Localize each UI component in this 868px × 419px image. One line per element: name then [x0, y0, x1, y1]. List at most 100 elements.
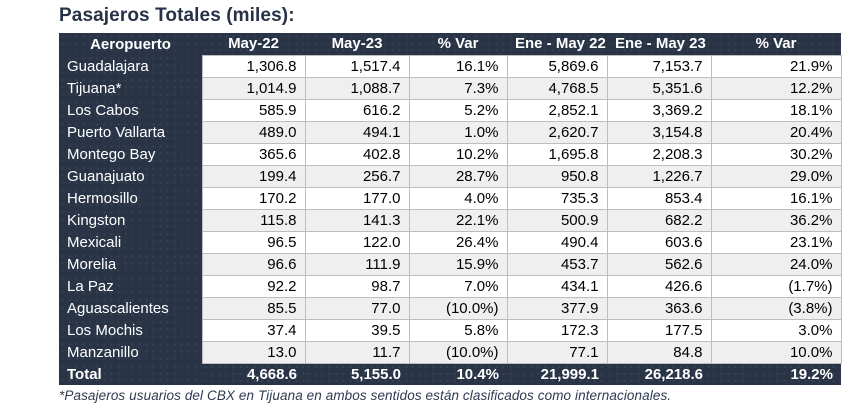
value-cell: 5.8% — [408, 318, 508, 342]
value-cell: 98.7 — [304, 274, 410, 298]
airport-name-cell: Guanajuato — [59, 165, 202, 187]
value-cell: 562.6 — [606, 252, 712, 276]
airport-name-cell: Kingston — [59, 209, 202, 231]
value-cell: 122.0 — [304, 230, 410, 254]
value-cell: 77.0 — [304, 296, 410, 320]
value-cell: 950.8 — [506, 164, 608, 188]
table-body: Guadalajara 1,306.8 1,517.4 16.1% 5,869.6 7,1… — [59, 54, 842, 364]
value-cell: 1,695.8 — [506, 142, 608, 166]
value-cell: 500.9 — [506, 208, 608, 232]
value-cell: 141.3 — [304, 208, 410, 232]
value-cell: 494.1 — [304, 120, 410, 144]
footnote: *Pasajeros usuarios del CBX en Tijuana e… — [59, 388, 672, 403]
total-value-cell: 19.2% — [711, 363, 841, 385]
value-cell: 29.0% — [710, 164, 842, 188]
airport-name-cell: Manzanillo — [59, 341, 202, 363]
table-row: Mexicali 96.5 122.0 26.4% 490.4 603.6 23.1% — [59, 230, 842, 254]
airport-name-cell: Los Cabos — [59, 99, 202, 121]
value-cell: 2,852.1 — [506, 98, 608, 122]
value-cell: 115.8 — [201, 208, 306, 232]
airport-name-cell: Puerto Vallarta — [59, 121, 202, 143]
value-cell: 3,369.2 — [606, 98, 712, 122]
column-header: Ene - May 23 — [607, 33, 711, 55]
airport-name-cell: Guadalajara — [59, 55, 202, 77]
total-row: Total 4,668.6 5,155.0 10.4% 21,999.1 26,218.6… — [59, 363, 841, 385]
value-cell: 111.9 — [304, 252, 410, 276]
total-value-cell: 21,999.1 — [507, 363, 607, 385]
value-cell: (10.0%) — [408, 296, 508, 320]
total-value-cell: 4,668.6 — [202, 363, 305, 385]
value-cell: 177.0 — [304, 186, 410, 210]
value-cell: 39.5 — [304, 318, 410, 342]
value-cell: 15.9% — [408, 252, 508, 276]
value-cell: 172.3 — [506, 318, 608, 342]
table-header: Aeropuerto May-22 May-23% Var Ene - May 22 E… — [59, 33, 841, 55]
value-cell: 22.1% — [408, 208, 508, 232]
value-cell: 11.7 — [304, 340, 410, 364]
total-label-cell: Total — [59, 363, 202, 385]
value-cell: 3.0% — [710, 318, 842, 342]
value-cell: 92.2 — [201, 274, 306, 298]
column-header-airport: Aeropuerto — [59, 33, 202, 55]
value-cell: 4,768.5 — [506, 76, 608, 100]
value-cell: 4.0% — [408, 186, 508, 210]
table-row: La Paz 92.2 98.7 7.0% 434.1 426.6 (1.7%) — [59, 274, 842, 298]
value-cell: 7.0% — [408, 274, 508, 298]
value-cell: 616.2 — [304, 98, 410, 122]
value-cell: 735.3 — [506, 186, 608, 210]
value-cell: (10.0%) — [408, 340, 508, 364]
value-cell: 603.6 — [606, 230, 712, 254]
table-row: Guadalajara 1,306.8 1,517.4 16.1% 5,869.6 7,1… — [59, 54, 842, 78]
value-cell: 170.2 — [201, 186, 306, 210]
value-cell: 1,014.9 — [201, 76, 306, 100]
airport-name-cell: La Paz — [59, 275, 202, 297]
value-cell: 5,869.6 — [506, 54, 608, 78]
column-header: % Var — [711, 33, 841, 55]
value-cell: (3.8%) — [710, 296, 842, 320]
value-cell: 26.4% — [408, 230, 508, 254]
value-cell: 490.4 — [506, 230, 608, 254]
value-cell: 1.0% — [408, 120, 508, 144]
airport-name-cell: Montego Bay — [59, 143, 202, 165]
value-cell: 36.2% — [710, 208, 842, 232]
value-cell: 1,226.7 — [606, 164, 712, 188]
table-row: Guanajuato 199.4 256.7 28.7% 950.8 1,226.7 29.… — [59, 164, 842, 188]
column-header: % Var — [409, 33, 507, 55]
value-cell: 434.1 — [506, 274, 608, 298]
value-cell: 853.4 — [606, 186, 712, 210]
value-cell: 1,517.4 — [304, 54, 410, 78]
airport-name-cell: Hermosillo — [59, 187, 202, 209]
value-cell: 426.6 — [606, 274, 712, 298]
value-cell: 84.8 — [606, 340, 712, 364]
table-row: Kingston 115.8 141.3 22.1% 500.9 682.2 36.2% — [59, 208, 842, 232]
table-row: Puerto Vallarta 489.0 494.1 1.0% 2,620.7 3,15… — [59, 120, 842, 144]
airport-name-cell: Aguascalientes — [59, 297, 202, 319]
value-cell: 13.0 — [201, 340, 306, 364]
value-cell: 16.1% — [408, 54, 508, 78]
table-row: Los Mochis 37.4 39.5 5.8% 172.3 177.5 3.0% — [59, 318, 842, 342]
value-cell: 402.8 — [304, 142, 410, 166]
table-row: Los Cabos 585.9 616.2 5.2% 2,852.1 3,369.2 18.… — [59, 98, 842, 122]
value-cell: 21.9% — [710, 54, 842, 78]
total-value-cell: 10.4% — [409, 363, 507, 385]
value-cell: 18.1% — [710, 98, 842, 122]
value-cell: 377.9 — [506, 296, 608, 320]
value-cell: 2,208.3 — [606, 142, 712, 166]
total-value-cell: 5,155.0 — [305, 363, 409, 385]
table-footer: Total 4,668.6 5,155.0 10.4% 21,999.1 26,218.6… — [59, 363, 841, 385]
value-cell: 585.9 — [201, 98, 306, 122]
value-cell: 96.5 — [201, 230, 306, 254]
passengers-table: Aeropuerto May-22 May-23% Var Ene - May 22 E… — [59, 33, 842, 385]
value-cell: 1,306.8 — [201, 54, 306, 78]
airport-name-cell: Morelia — [59, 253, 202, 275]
table-row: Tijuana* 1,014.9 1,088.7 7.3% 4,768.5 5,351.6… — [59, 76, 842, 100]
value-cell: 28.7% — [408, 164, 508, 188]
value-cell: 177.5 — [606, 318, 712, 342]
value-cell: 5,351.6 — [606, 76, 712, 100]
value-cell: 77.1 — [506, 340, 608, 364]
table-row: Aguascalientes 85.5 77.0 (10.0%) 377.9 363.6(… — [59, 296, 842, 320]
value-cell: 7.3% — [408, 76, 508, 100]
value-cell: 10.2% — [408, 142, 508, 166]
value-cell: 7,153.7 — [606, 54, 712, 78]
column-header: May-23 — [305, 33, 409, 55]
